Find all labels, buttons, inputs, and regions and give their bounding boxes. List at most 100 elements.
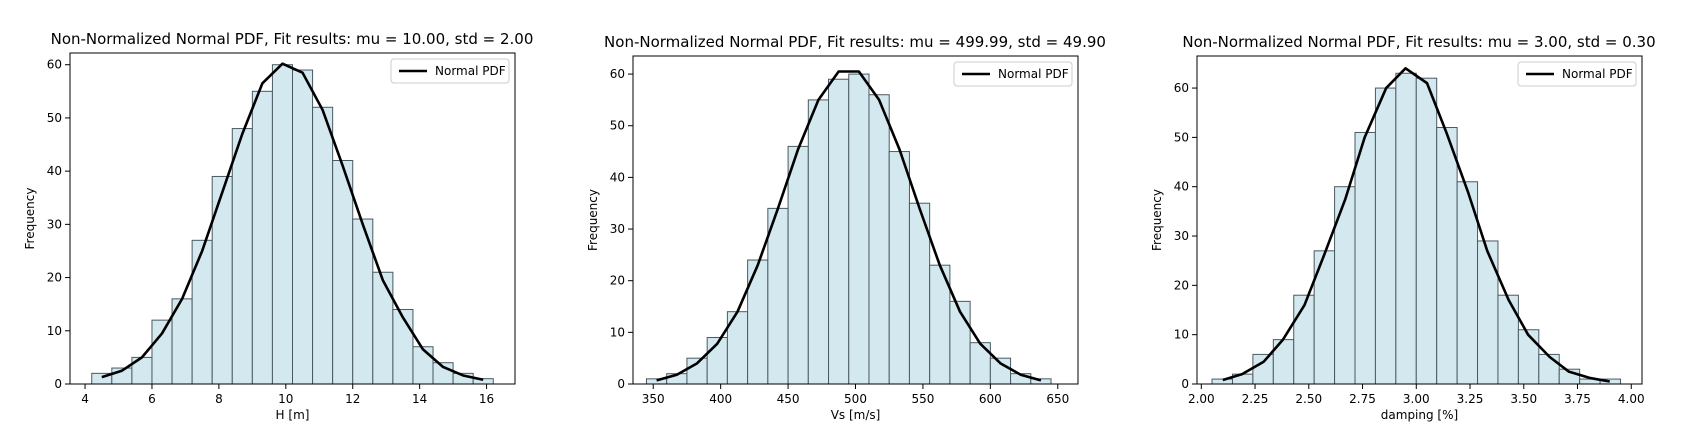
histogram-bar — [888, 151, 910, 385]
histogram-bar — [848, 73, 870, 385]
histogram-bar — [767, 207, 789, 385]
x-tick-label: 14 — [412, 392, 427, 406]
legend: Normal PDF — [953, 61, 1073, 87]
chart-panel-3: 2.00 2.25 2.50 2.75 3.00 3.25 3.50 3.75 4.00 0 10 2… — [1150, 33, 1656, 422]
y-axis-label: Frequency — [23, 188, 37, 250]
histogram-bar — [787, 145, 809, 385]
histogram-bar — [191, 239, 213, 385]
normal-pdf-line — [656, 70, 1042, 382]
x-tick-label: 400 — [709, 392, 732, 406]
legend-label: Normal PDF — [998, 67, 1069, 81]
histogram-bar — [1415, 77, 1438, 385]
x-tick-label: 2.00 — [1188, 392, 1215, 406]
y-tick-label: 60 — [1174, 81, 1189, 95]
histogram-bar — [151, 319, 173, 385]
histogram-bar — [1374, 87, 1397, 385]
x-tick-label: 16 — [479, 392, 494, 406]
histogram-bar — [828, 78, 850, 385]
chart-panel-2: 350 400 450 500 550 600 650 0 10 20 30 40 50 60 Vs [m/… — [586, 33, 1106, 422]
histogram-bar — [1293, 294, 1315, 385]
normal-pdf-line — [101, 62, 484, 382]
histogram-bar — [1395, 72, 1417, 385]
y-tick-label: 20 — [1174, 278, 1189, 292]
axes-frame — [1196, 55, 1643, 385]
y-tick-label: 0 — [617, 377, 625, 391]
x-tick-label: 10 — [278, 392, 293, 406]
y-tick-label: 60 — [610, 67, 625, 81]
histogram-bar — [1477, 240, 1499, 385]
x-tick-label: 6 — [148, 392, 156, 406]
chart-title: Non-Normalized Normal PDF, Fit results: … — [604, 33, 1106, 51]
legend-label: Normal PDF — [435, 64, 506, 78]
y-tick-label: 50 — [47, 111, 62, 125]
x-tick-label: 2.25 — [1242, 392, 1269, 406]
y-tick-label: 30 — [610, 222, 625, 236]
histogram-bar — [1354, 131, 1376, 385]
x-tick-label: 2.75 — [1349, 392, 1376, 406]
y-tick-label: 50 — [610, 119, 625, 133]
histogram-bar — [271, 64, 293, 385]
histogram-bar — [807, 99, 830, 385]
y-tick-label: 40 — [1174, 180, 1189, 194]
legend-box — [390, 58, 510, 84]
x-tick-label: 4 — [81, 392, 89, 406]
histogram-bar — [392, 308, 414, 385]
legend: Normal PDF — [1517, 61, 1637, 87]
histogram-bar — [412, 346, 434, 385]
y-tick-label: 0 — [54, 377, 62, 391]
y-tick-label: 60 — [47, 58, 62, 72]
histogram-bar — [1497, 294, 1519, 385]
x-axis-label: Vs [m/s] — [831, 408, 881, 422]
histogram-bar — [332, 159, 354, 385]
x-tick-label: 450 — [777, 392, 800, 406]
y-tick-label: 20 — [610, 274, 625, 288]
histogram-bar — [312, 106, 334, 385]
y-tick-label: 10 — [47, 324, 62, 338]
x-tick-label: 3.75 — [1564, 392, 1591, 406]
axes-frame — [69, 52, 516, 385]
x-axis-label: damping [%] — [1381, 408, 1458, 422]
histogram-bar — [251, 90, 273, 385]
x-tick-label: 8 — [215, 392, 223, 406]
x-tick-label: 12 — [345, 392, 360, 406]
y-tick-label: 40 — [47, 164, 62, 178]
x-axis-label: H [m] — [276, 408, 310, 422]
x-tick-label: 3.25 — [1457, 392, 1484, 406]
x-tick-label: 350 — [642, 392, 665, 406]
x-tick-label: 500 — [844, 392, 867, 406]
histogram-bar — [868, 94, 890, 385]
chart-title: Non-Normalized Normal PDF, Fit results: … — [51, 30, 534, 48]
x-tick-label: 2.50 — [1295, 392, 1322, 406]
y-tick-label: 50 — [1174, 130, 1189, 144]
histogram-bar — [1436, 127, 1458, 385]
histogram-bar — [1211, 378, 1233, 385]
x-tick-label: 650 — [1046, 392, 1069, 406]
y-tick-label: 10 — [1174, 328, 1189, 342]
x-tick-label: 3.50 — [1510, 392, 1537, 406]
y-axis-label: Frequency — [586, 189, 600, 251]
y-tick-label: 0 — [1181, 377, 1189, 391]
histogram-bar — [372, 271, 394, 385]
normal-pdf-line — [1222, 67, 1610, 383]
histogram-bar — [292, 69, 314, 385]
y-tick-label: 30 — [1174, 229, 1189, 243]
legend: Normal PDF — [390, 58, 510, 84]
x-tick-label: 600 — [979, 392, 1002, 406]
x-tick-label: 550 — [911, 392, 934, 406]
histogram-bar — [1252, 353, 1274, 385]
histogram-bar — [211, 175, 233, 385]
legend-box — [1517, 61, 1637, 87]
x-tick-label: 4.00 — [1618, 392, 1645, 406]
chart-title: Non-Normalized Normal PDF, Fit results: … — [1182, 33, 1655, 51]
y-tick-label: 20 — [47, 271, 62, 285]
histogram-bar — [1517, 329, 1540, 385]
y-tick-label: 10 — [610, 325, 625, 339]
y-tick-label: 40 — [610, 170, 625, 184]
legend-label: Normal PDF — [1562, 67, 1633, 81]
chart-panel-1: 4 6 8 10 12 14 16 0 10 20 30 40 50 60 H [m] Frequency No… — [23, 30, 533, 422]
legend-box — [953, 61, 1073, 87]
histogram-bar — [231, 128, 253, 385]
y-axis-label: Frequency — [1150, 189, 1164, 251]
y-tick-label: 30 — [47, 217, 62, 231]
